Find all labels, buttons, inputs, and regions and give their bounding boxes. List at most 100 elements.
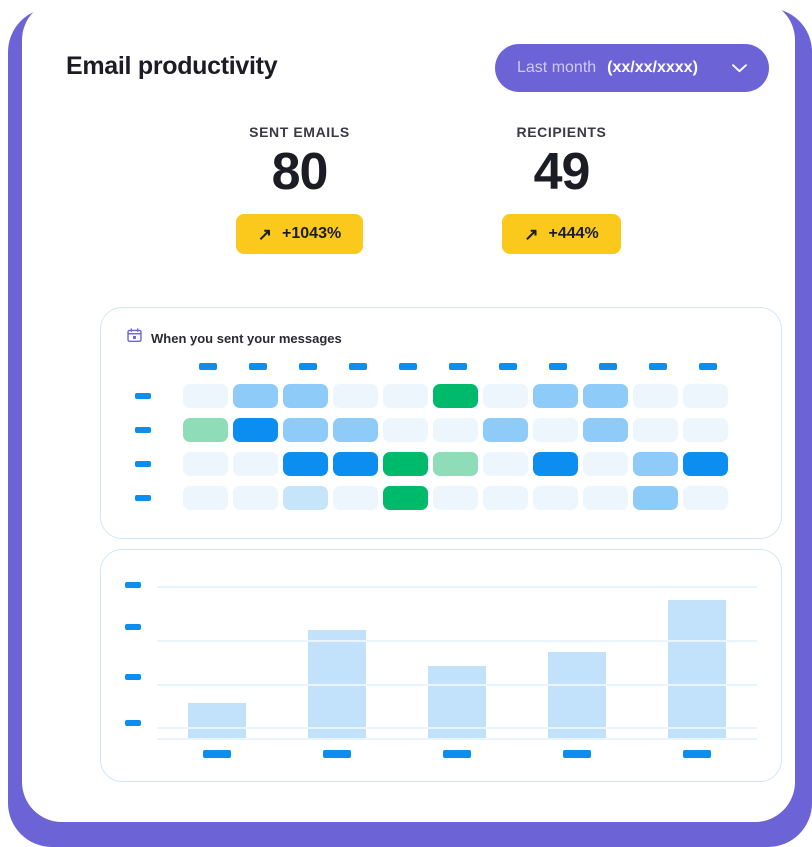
heatmap-cell[interactable] <box>383 486 428 510</box>
heatmap-row <box>127 413 733 447</box>
heatmap-column-tick <box>249 363 267 370</box>
calendar-icon <box>127 328 142 348</box>
bar-chart <box>101 550 781 781</box>
heatmap-rows <box>127 379 733 515</box>
heatmap-cell[interactable] <box>183 486 228 510</box>
bar-chart-bar[interactable] <box>548 652 606 738</box>
heatmap-cell[interactable] <box>233 418 278 442</box>
heatmap-column-tick <box>449 363 467 370</box>
heatmap-cell[interactable] <box>583 384 628 408</box>
date-range-value: (xx/xx/xxxx) <box>607 59 698 76</box>
heatmap-cell[interactable] <box>683 384 728 408</box>
heatmap-row-tick <box>135 393 151 399</box>
heatmap-cell[interactable] <box>483 486 528 510</box>
heatmap-row <box>127 447 733 481</box>
bar-chart-bar[interactable] <box>668 600 726 738</box>
bar-chart-bar[interactable] <box>428 666 486 738</box>
bar-chart-bar[interactable] <box>308 630 366 738</box>
heatmap-cell[interactable] <box>283 418 328 442</box>
heatmap-cell[interactable] <box>433 452 478 476</box>
bar-chart-panel <box>100 549 782 782</box>
bar-chart-y-tick <box>125 720 141 726</box>
bar-chart-x-tick <box>563 750 591 758</box>
heatmap-cell[interactable] <box>233 384 278 408</box>
stat-value: 49 <box>533 143 591 201</box>
heatmap-cell[interactable] <box>183 452 228 476</box>
heatmap-column-tick <box>299 363 317 370</box>
heatmap-row-tick-slot <box>127 461 183 467</box>
heatmap-panel-header: When you sent your messages <box>127 328 342 348</box>
heatmap-cell[interactable] <box>633 384 678 408</box>
bar-chart-gridline <box>157 684 757 686</box>
heatmap-cell[interactable] <box>433 384 478 408</box>
bar-chart-plot <box>157 586 757 740</box>
heatmap-cell[interactable] <box>283 452 328 476</box>
heatmap-cell[interactable] <box>533 418 578 442</box>
heatmap-cell[interactable] <box>383 418 428 442</box>
heatmap-cell[interactable] <box>233 486 278 510</box>
heatmap-cell[interactable] <box>633 486 678 510</box>
heatmap-cell[interactable] <box>633 452 678 476</box>
heatmap-cell[interactable] <box>283 486 328 510</box>
bar-chart-gridline <box>157 727 757 729</box>
stat-delta-value: +1043% <box>282 225 342 242</box>
stats-row: SENT EMAILS 80 ↗ +1043% RECIPIENTS 49 ↗ … <box>44 124 812 254</box>
heatmap-cell[interactable] <box>383 384 428 408</box>
heatmap-cell[interactable] <box>433 418 478 442</box>
heatmap-panel-title: When you sent your messages <box>151 330 342 346</box>
heatmap-cell[interactable] <box>683 452 728 476</box>
heatmap-cell[interactable] <box>533 384 578 408</box>
heatmap-cell[interactable] <box>533 486 578 510</box>
heatmap-cell[interactable] <box>483 384 528 408</box>
stat-value: 80 <box>271 143 329 201</box>
heatmap-cell[interactable] <box>383 452 428 476</box>
stat-delta-badge[interactable]: ↗ +444% <box>502 214 621 254</box>
heatmap-cell[interactable] <box>333 418 378 442</box>
bar-chart-x-tick <box>323 750 351 758</box>
heatmap-row-tick-slot <box>127 427 183 433</box>
heatmap-column-tick <box>649 363 667 370</box>
heatmap-cell[interactable] <box>633 418 678 442</box>
heatmap-column-ticks <box>183 363 733 370</box>
heatmap-cell[interactable] <box>483 452 528 476</box>
heatmap-panel: When you sent your messages <box>100 307 782 539</box>
heatmap-cell[interactable] <box>183 418 228 442</box>
heatmap-cell[interactable] <box>433 486 478 510</box>
heatmap-cell[interactable] <box>683 486 728 510</box>
bar-chart-x-tick <box>683 750 711 758</box>
heatmap-cell[interactable] <box>333 486 378 510</box>
bar-chart-y-tick <box>125 624 141 630</box>
date-range-label: Last month <box>517 59 597 76</box>
heatmap-cell[interactable] <box>283 384 328 408</box>
heatmap-cell[interactable] <box>333 384 378 408</box>
heatmap-column-tick <box>399 363 417 370</box>
date-range-selector[interactable]: Last month (xx/xx/xxxx) <box>495 44 769 92</box>
trend-up-arrow-icon: ↗ <box>524 224 539 244</box>
heatmap-cell[interactable] <box>683 418 728 442</box>
bar-chart-y-tick <box>125 674 141 680</box>
heatmap-cell[interactable] <box>583 486 628 510</box>
bar-chart-baseline <box>157 738 757 740</box>
stat-sent-emails: SENT EMAILS 80 ↗ +1043% <box>201 124 399 254</box>
bar-chart-x-tick <box>203 750 231 758</box>
heatmap-row-tick-slot <box>127 495 183 501</box>
heatmap-cell[interactable] <box>583 418 628 442</box>
heatmap-row <box>127 379 733 413</box>
heatmap-cell[interactable] <box>183 384 228 408</box>
bar-chart-gridline <box>157 586 757 588</box>
heatmap-column-tick <box>499 363 517 370</box>
stat-recipients: RECIPIENTS 49 ↗ +444% <box>463 124 661 254</box>
heatmap-row-tick-slot <box>127 393 183 399</box>
heatmap-cell[interactable] <box>533 452 578 476</box>
heatmap-cell[interactable] <box>233 452 278 476</box>
stat-delta-badge[interactable]: ↗ +1043% <box>235 214 364 254</box>
heatmap-column-tick <box>699 363 717 370</box>
heatmap-row-tick <box>135 461 151 467</box>
heatmap-cell[interactable] <box>483 418 528 442</box>
bar-chart-bar[interactable] <box>188 703 246 738</box>
main-card: Email productivity Last month (xx/xx/xxx… <box>22 0 795 822</box>
heatmap-cell[interactable] <box>333 452 378 476</box>
heatmap-cell[interactable] <box>583 452 628 476</box>
bar-chart-y-ticks <box>125 550 155 781</box>
bar-chart-x-tick <box>443 750 471 758</box>
